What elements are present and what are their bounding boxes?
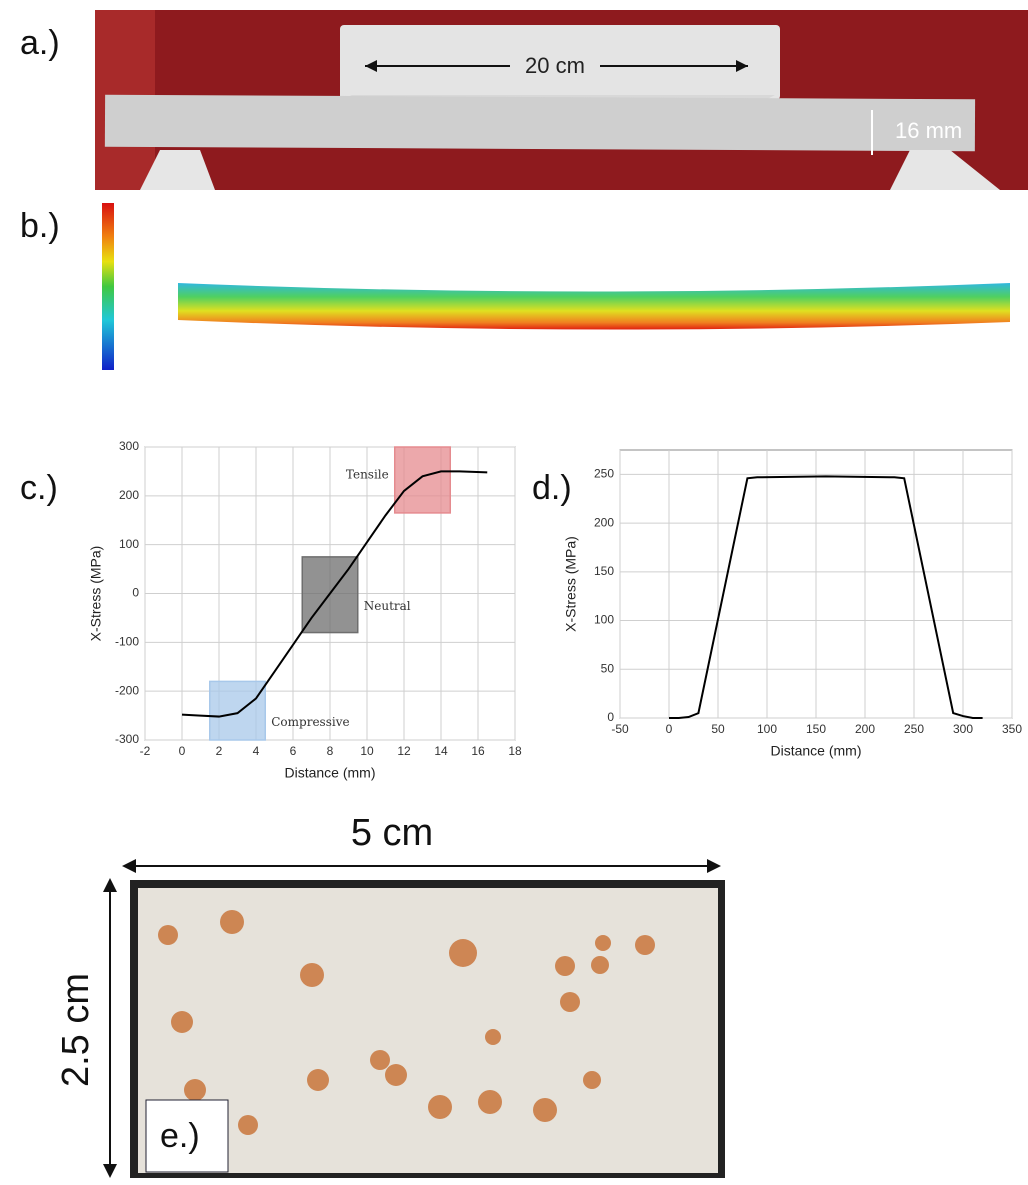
x-axis-label: Distance (mm) — [284, 765, 375, 781]
x-tick-label: 300 — [953, 722, 973, 736]
x-tick-label: 14 — [434, 744, 448, 758]
y-tick-label: 100 — [119, 537, 139, 551]
y-tick-label: 300 — [119, 439, 139, 453]
y-tick-label: 250 — [594, 467, 614, 481]
x-tick-label: 8 — [327, 744, 334, 758]
span-label: 20 cm — [525, 53, 585, 78]
x-tick-label: 200 — [855, 722, 875, 736]
region-label: Compressive — [271, 715, 349, 729]
x-tick-label: 18 — [508, 744, 522, 758]
y-tick-label: -200 — [115, 683, 139, 697]
y-tick-label: 100 — [594, 613, 614, 627]
panel-label: c.) — [20, 469, 58, 507]
y-tick-label: 0 — [607, 710, 614, 724]
y-tick-label: 150 — [594, 564, 614, 578]
x-tick-label: 0 — [666, 722, 673, 736]
panel-label: b.) — [20, 207, 60, 245]
x-tick-label: 150 — [806, 722, 826, 736]
x-tick-label: -50 — [611, 722, 629, 736]
y-tick-label: 200 — [594, 515, 614, 529]
x-tick-label: 6 — [290, 744, 297, 758]
x-tick-label: 12 — [397, 744, 411, 758]
y-tick-label: 50 — [601, 661, 615, 675]
photo-e: 5 cm 2.5 cm — [55, 812, 725, 1178]
y-tick-label: -100 — [115, 635, 139, 649]
x-tick-label: 2 — [216, 744, 223, 758]
thickness-label: 16 mm — [895, 118, 962, 143]
x-tick-label: 16 — [471, 744, 485, 758]
panel-label: e.) — [160, 1117, 200, 1155]
series-line — [181, 470, 488, 718]
x-axis-label: Distance (mm) — [770, 743, 861, 759]
photo-a: 20 cm 16 mm — [95, 10, 1028, 190]
region-label: Tensile — [346, 468, 389, 482]
y-tick-label: 200 — [119, 488, 139, 502]
series-line — [669, 475, 983, 719]
strain-map — [102, 203, 1010, 370]
region — [394, 446, 451, 514]
x-tick-label: 100 — [757, 722, 777, 736]
x-tick-label: 50 — [711, 722, 725, 736]
x-tick-label: 0 — [179, 744, 186, 758]
x-tick-label: 350 — [1002, 722, 1022, 736]
x-tick-label: 4 — [253, 744, 260, 758]
panel-label: d.) — [532, 469, 572, 507]
width-label: 5 cm — [351, 812, 433, 854]
y-tick-label: 0 — [132, 586, 139, 600]
y-axis-label: X-Stress (MPa) — [563, 536, 579, 632]
region — [209, 680, 266, 741]
x-tick-label: -2 — [140, 744, 151, 758]
height-label: 2.5 cm — [55, 973, 97, 1087]
x-tick-label: 10 — [360, 744, 374, 758]
region-label: Neutral — [364, 599, 411, 613]
y-tick-label: -300 — [115, 732, 139, 746]
x-tick-label: 250 — [904, 722, 924, 736]
y-axis-label: X-Stress (MPa) — [88, 546, 104, 642]
panel-label: a.) — [20, 24, 60, 62]
